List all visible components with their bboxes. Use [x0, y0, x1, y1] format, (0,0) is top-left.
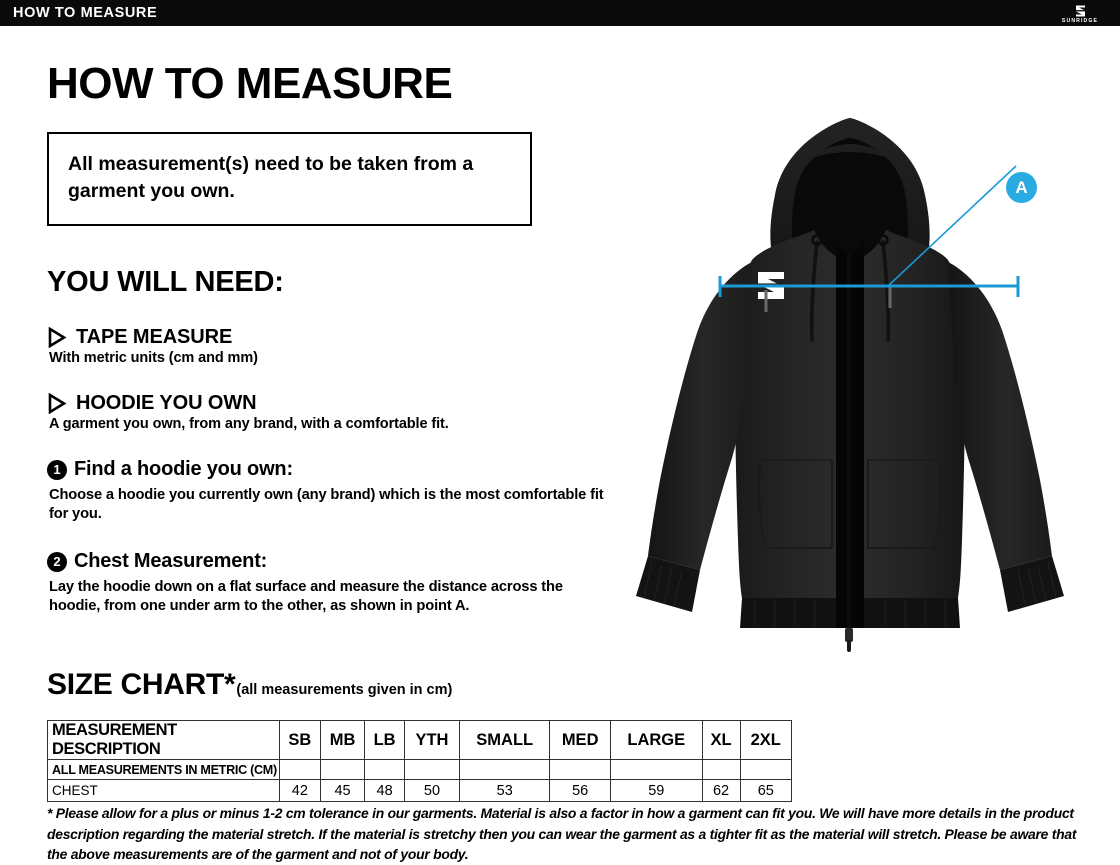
- top-bar: HOW TO MEASURE SUNRIDGE: [0, 0, 1120, 26]
- cell: [459, 759, 551, 780]
- step-body: Lay the hoodie down on a flat surface an…: [49, 579, 563, 614]
- column-header-med: MED: [549, 720, 612, 760]
- callout-box: All measurement(s) need to be taken from…: [47, 132, 532, 226]
- column-header-mb: MB: [319, 720, 366, 760]
- cell: 59: [610, 779, 703, 802]
- cell: [364, 759, 405, 780]
- need-item-title: HOODIE YOU OWN: [76, 392, 257, 414]
- row-label-chest: CHEST: [47, 779, 280, 802]
- step-title: Chest Measurement:: [74, 550, 268, 572]
- footnote-text: * Please allow for a plus or minus 1-2 c…: [47, 805, 1077, 862]
- table-row: CHEST 42 45 48 50 53 56 59 62 65: [47, 779, 793, 802]
- triangle-bullet-icon: [48, 393, 67, 414]
- you-will-need-heading: YOU WILL NEED:: [47, 266, 284, 298]
- left-content-column: HOW TO MEASURE All measurement(s) need t…: [47, 58, 647, 642]
- cell: 48: [364, 779, 405, 802]
- cell: [739, 759, 793, 780]
- hoodie-graphic-icon: [636, 118, 1064, 652]
- brand-logo-wordmark: SUNRIDGE: [1061, 17, 1099, 24]
- column-header-large: LARGE: [610, 720, 703, 760]
- column-header-sb: SB: [279, 720, 321, 760]
- column-header-yth: YTH: [403, 720, 461, 760]
- hoodie-illustration: [600, 100, 1100, 680]
- step-1: 1 Find a hoodie you own: Choose a hoodie…: [47, 458, 647, 523]
- step-title: Find a hoodie you own:: [74, 458, 293, 480]
- cell: 50: [403, 779, 461, 802]
- step-number-badge: 1: [47, 459, 67, 480]
- cell: 62: [701, 779, 741, 802]
- steps-list: 1 Find a hoodie you own: Choose a hoodie…: [47, 458, 647, 615]
- cell: [701, 759, 741, 780]
- need-item-title: TAPE MEASURE: [76, 326, 233, 348]
- size-chart-header: SIZE CHART* (all measurements given in c…: [47, 668, 452, 702]
- table-header-row: MEASUREMENT DESCRIPTION SB MB LB YTH SMA…: [47, 720, 793, 760]
- table-row: ALL MEASUREMENTS IN METRIC (CM): [47, 759, 793, 780]
- cell: [610, 759, 703, 780]
- page-title: HOW TO MEASURE: [47, 59, 453, 108]
- need-item-tape-measure: TAPE MEASURE With metric units (cm and m…: [47, 326, 647, 366]
- measure-point-marker-a: A: [1006, 172, 1037, 203]
- column-header-2xl: 2XL: [739, 720, 793, 760]
- column-header-small: SMALL: [459, 720, 551, 760]
- marker-leader-line: [887, 165, 1017, 287]
- callout-text: All measurement(s) need to be taken from…: [68, 153, 474, 202]
- row-label-metric: ALL MEASUREMENTS IN METRIC (CM): [47, 759, 280, 780]
- top-bar-title: HOW TO MEASURE: [13, 5, 158, 21]
- step-body: Choose a hoodie you currently own (any b…: [49, 487, 604, 522]
- cell: [549, 759, 612, 780]
- cell: 53: [459, 779, 551, 802]
- need-item-subtitle: A garment you own, from any brand, with …: [49, 416, 449, 432]
- size-chart-table: MEASUREMENT DESCRIPTION SB MB LB YTH SMA…: [47, 720, 793, 802]
- column-header-xl: XL: [701, 720, 741, 760]
- cell: [319, 759, 366, 780]
- need-item-subtitle: With metric units (cm and mm): [49, 350, 258, 366]
- cell: 42: [279, 779, 321, 802]
- cell: 65: [739, 779, 793, 802]
- column-header-lb: LB: [364, 720, 405, 760]
- cell: 45: [319, 779, 366, 802]
- brand-logo: SUNRIDGE: [1052, 1, 1108, 26]
- sunridge-s-logo-icon: [1075, 5, 1085, 16]
- cell: 56: [549, 779, 612, 802]
- cell: [403, 759, 461, 780]
- size-chart-title: SIZE CHART*: [47, 668, 236, 701]
- cell: [279, 759, 321, 780]
- size-chart-note: (all measurements given in cm): [236, 682, 453, 698]
- triangle-bullet-icon: [48, 327, 67, 348]
- need-item-hoodie: HOODIE YOU OWN A garment you own, from a…: [47, 392, 647, 432]
- chest-measure-line: [718, 276, 1020, 297]
- step-number-badge: 2: [47, 551, 67, 572]
- column-header-description: MEASUREMENT DESCRIPTION: [47, 720, 280, 760]
- step-2: 2 Chest Measurement: Lay the hoodie down…: [47, 550, 647, 615]
